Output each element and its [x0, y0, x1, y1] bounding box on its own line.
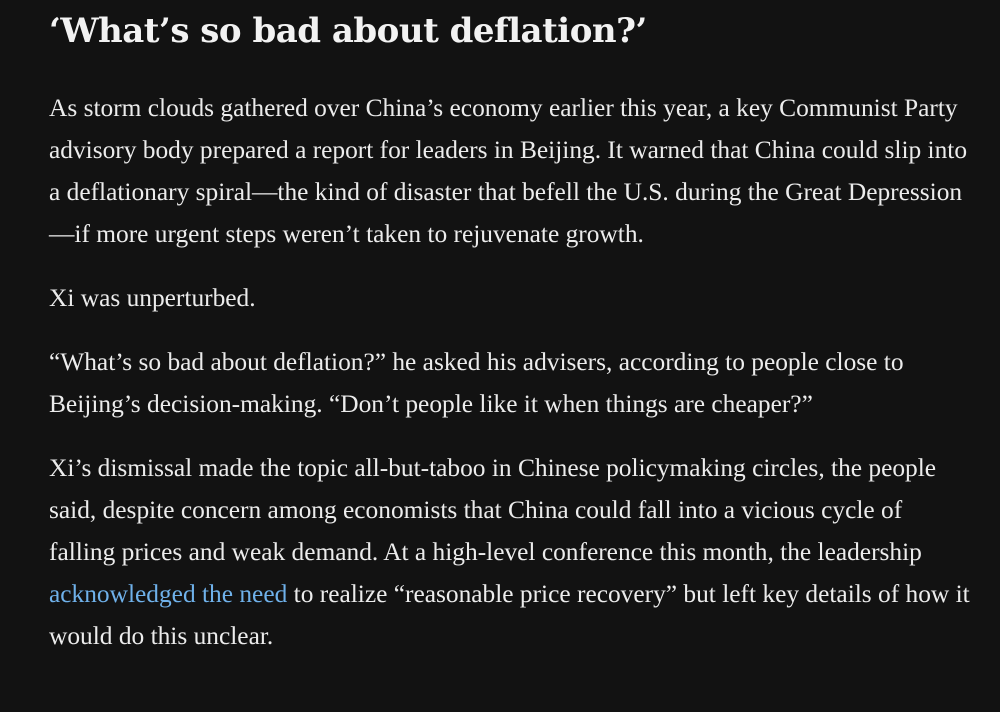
paragraph-xi-unperturbed: Xi was unperturbed. [49, 284, 256, 312]
acknowledged-the-need-link[interactable]: acknowledged the need [49, 580, 288, 608]
paragraph-storm-clouds: As storm clouds gathered over China’s ec… [49, 94, 968, 248]
paragraph-dismissal: Xi’s dismissal made the topic all-but-ta… [49, 447, 970, 657]
article-headline: ‘What’s so bad about deflation?’ [49, 11, 647, 51]
paragraph-dismissal-text-before-link: Xi’s dismissal made the topic all-but-ta… [49, 454, 937, 566]
paragraph-dismissal-text-after-link: to realize “reasonable price recovery” b… [49, 580, 970, 650]
paragraph-quote: “What’s so bad about deflation?” he aske… [49, 348, 904, 418]
